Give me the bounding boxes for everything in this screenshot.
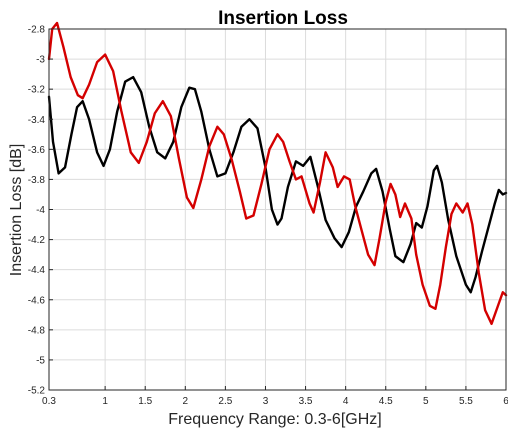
- x-tick-label-3: 2: [183, 396, 189, 407]
- x-tick-labels: 0.3 1 1.5 2 2.5 3 3.5 4 4.5 5 5.5 6: [42, 386, 508, 407]
- y-tick-label-4: -3.6: [28, 145, 46, 156]
- y-tick-label-8: -4.4: [28, 265, 46, 276]
- x-tick-label-11: 6: [503, 396, 508, 407]
- x-tick-label-9: 5: [423, 396, 429, 407]
- y-tick-label-10: -4.8: [28, 325, 46, 336]
- x-tick-label-8: 4.5: [379, 396, 393, 407]
- x-tick-label-0: 0.3: [42, 396, 56, 407]
- series-layer: [47, 21, 508, 326]
- y-tick-label-3: -3.4: [28, 115, 46, 126]
- series-line-1: [47, 21, 508, 326]
- y-tick-labels: -2.8 -3 -3.2 -3.4 -3.6 -3.8 -4 -4.2 -4.4 -4.6 -4.8…: [28, 25, 53, 397]
- x-tick-label-5: 3: [263, 396, 269, 407]
- x-tick-label-6: 3.5: [299, 396, 313, 407]
- y-tick-label-2: -3.2: [28, 85, 46, 96]
- x-tick-label-7: 4: [343, 396, 349, 407]
- x-tick-label-10: 5.5: [459, 396, 473, 407]
- y-tick-label-9: -4.6: [28, 295, 46, 306]
- x-tick-label-2: 1.5: [138, 396, 152, 407]
- y-tick-label-0: -2.8: [28, 25, 46, 36]
- chart-title: Insertion Loss: [218, 8, 348, 29]
- x-axis-label: Frequency Range: 0.3-6[GHz]: [168, 411, 381, 428]
- y-axis-label: Insertion Loss [dB]: [8, 144, 25, 277]
- y-tick-label-12: -5.2: [28, 386, 46, 397]
- x-tick-label-1: 1: [102, 396, 108, 407]
- y-tick-label-6: -4: [36, 205, 45, 216]
- y-tick-label-1: -3: [36, 55, 45, 66]
- x-tick-label-4: 2.5: [218, 396, 232, 407]
- y-tick-label-11: -5: [36, 355, 45, 366]
- y-tick-label-5: -3.8: [28, 175, 46, 186]
- y-tick-label-7: -4.2: [28, 235, 46, 246]
